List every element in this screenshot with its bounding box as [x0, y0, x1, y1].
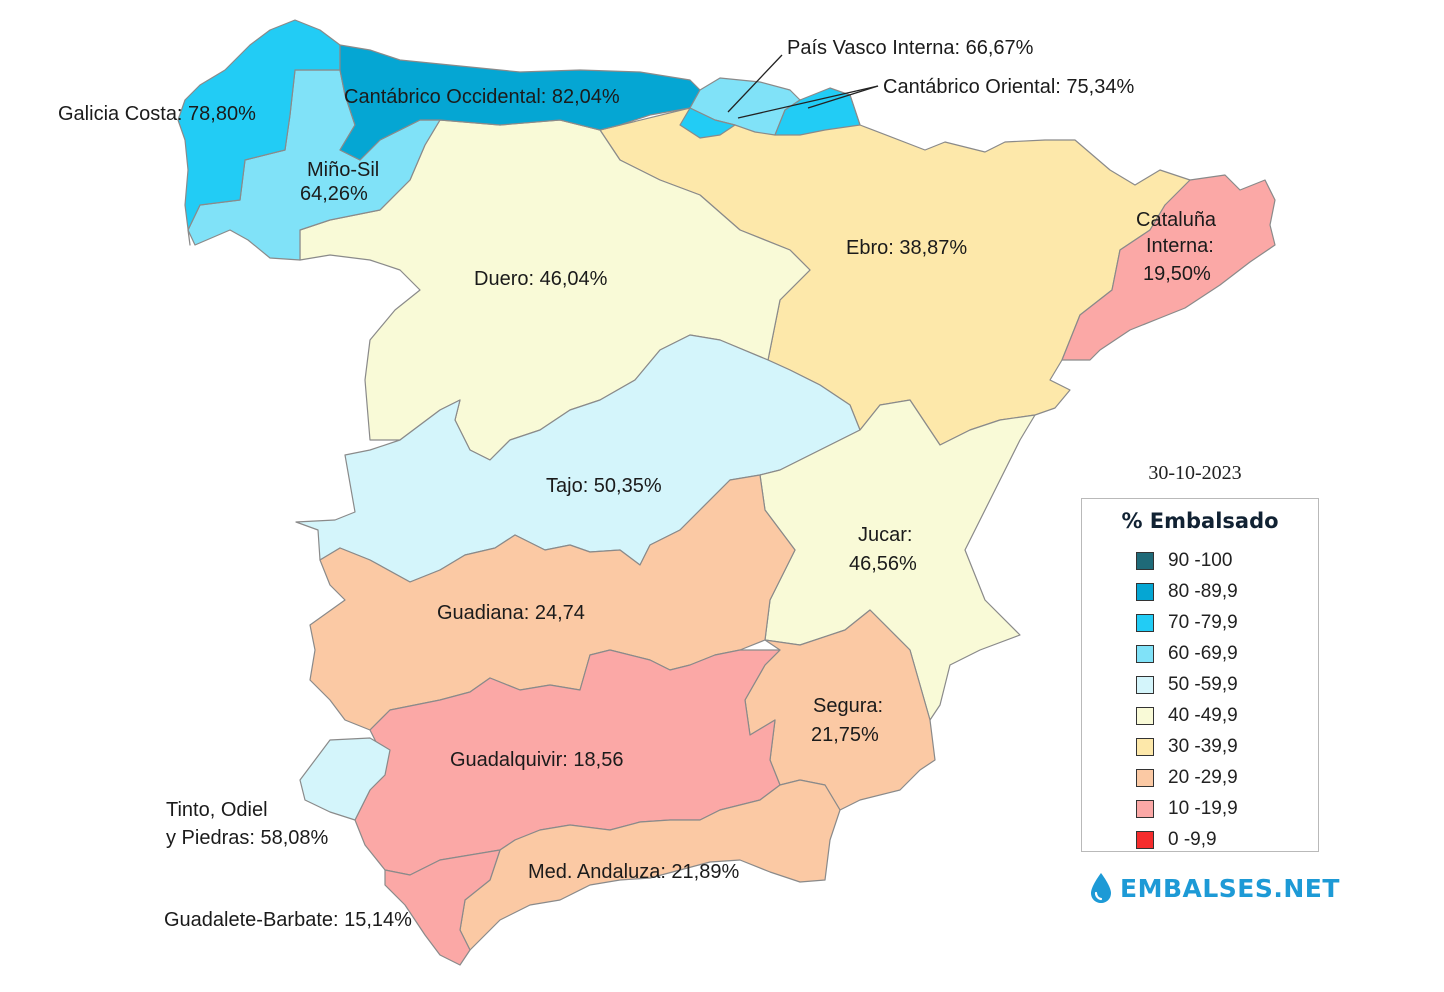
- legend-item: 0 -9,9: [1136, 824, 1238, 855]
- legend-swatch: [1136, 768, 1154, 787]
- label-cataluna-line1: Cataluña: [1136, 209, 1217, 231]
- label-mino-sil-value: 64,26%: [300, 183, 368, 205]
- legend-swatch: [1136, 644, 1154, 663]
- region-cantabrico-occidental[interactable]: [339, 44, 701, 161]
- label-mino-sil-name: Miño-Sil: [307, 159, 379, 181]
- label-cantabrico-occidental: Cantábrico Occidental: 82,04%: [344, 86, 620, 108]
- legend-label: 10 -19,9: [1168, 797, 1238, 819]
- legend-item: 20 -29,9: [1136, 762, 1238, 793]
- label-cataluna-line2: Interna:: [1146, 235, 1214, 257]
- legend-item: 40 -49,9: [1136, 700, 1238, 731]
- label-cataluna-line3: 19,50%: [1143, 263, 1211, 285]
- legend-label: 40 -49,9: [1168, 704, 1238, 726]
- label-guadiana: Guadiana: 24,74: [437, 602, 585, 624]
- legend-label: 80 -89,9: [1168, 580, 1238, 602]
- legend-item: 70 -79,9: [1136, 607, 1238, 638]
- legend-swatch: [1136, 830, 1154, 849]
- label-ebro: Ebro: 38,87%: [846, 237, 967, 259]
- legend-item: 30 -39,9: [1136, 731, 1238, 762]
- label-segura-value: 21,75%: [811, 724, 879, 746]
- label-duero: Duero: 46,04%: [474, 268, 608, 290]
- legend-items: 90 -100 80 -89,9 70 -79,9 60 -69,9 50 -5…: [1136, 545, 1238, 855]
- label-galicia-costa: Galicia Costa: 78,80%: [58, 103, 256, 125]
- legend-label: 30 -39,9: [1168, 735, 1238, 757]
- label-tinto-line2: y Piedras: 58,08%: [166, 827, 329, 849]
- region-cantabrico-oriental-west[interactable]: [679, 107, 736, 139]
- brand-logo[interactable]: EMBALSES.NET: [1088, 870, 1340, 906]
- legend-swatch: [1136, 706, 1154, 725]
- legend-item: 10 -19,9: [1136, 793, 1238, 824]
- legend-box: % Embalsado 90 -100 80 -89,9 70 -79,9 60…: [1081, 498, 1319, 852]
- brand-name: EMBALSES.NET: [1120, 873, 1340, 903]
- legend-swatch: [1136, 582, 1154, 601]
- legend-swatch: [1136, 675, 1154, 694]
- legend-swatch: [1136, 799, 1154, 818]
- label-jucar-name: Jucar:: [858, 524, 912, 546]
- legend-label: 90 -100: [1168, 549, 1233, 571]
- leader-line-cantabrico-oriental-1: [737, 85, 879, 119]
- legend-item: 60 -69,9: [1136, 638, 1238, 669]
- legend-title: % Embalsado: [1121, 509, 1279, 533]
- legend-label: 0 -9,9: [1168, 828, 1217, 850]
- label-tajo: Tajo: 50,35%: [546, 475, 662, 497]
- legend-label: 20 -29,9: [1168, 766, 1238, 788]
- label-med-andaluza: Med. Andaluza: 21,89%: [528, 861, 739, 883]
- leader-line-cantabrico-oriental-2: [807, 85, 879, 109]
- map-date: 30-10-2023: [1148, 462, 1242, 484]
- region-med-andaluza[interactable]: [459, 779, 841, 951]
- water-drop-icon: [1091, 873, 1111, 903]
- legend-swatch: [1136, 551, 1154, 570]
- legend-item: 80 -89,9: [1136, 576, 1238, 607]
- region-tinto-odiel-piedras[interactable]: [299, 737, 391, 821]
- region-guadalete-barbate[interactable]: [384, 849, 501, 966]
- label-segura-name: Segura:: [813, 695, 883, 717]
- legend-label: 60 -69,9: [1168, 642, 1238, 664]
- region-cantabrico-oriental[interactable]: [774, 87, 861, 136]
- label-cantabrico-oriental: Cantábrico Oriental: 75,34%: [883, 76, 1134, 98]
- label-jucar-value: 46,56%: [849, 553, 917, 575]
- label-guadalete-barbate: Guadalete-Barbate: 15,14%: [164, 909, 412, 931]
- legend-label: 70 -79,9: [1168, 611, 1238, 633]
- label-pais-vasco-interna: País Vasco Interna: 66,67%: [787, 37, 1034, 59]
- legend-item: 90 -100: [1136, 545, 1238, 576]
- legend-item: 50 -59,9: [1136, 669, 1238, 700]
- leader-line-pais-vasco: [727, 54, 783, 113]
- legend-label: 50 -59,9: [1168, 673, 1238, 695]
- legend-swatch: [1136, 737, 1154, 756]
- label-guadalquivir: Guadalquivir: 18,56: [450, 749, 623, 771]
- legend-swatch: [1136, 613, 1154, 632]
- region-cataluna-interna[interactable]: [1061, 174, 1276, 361]
- label-tinto-line1: Tinto, Odiel: [166, 799, 268, 821]
